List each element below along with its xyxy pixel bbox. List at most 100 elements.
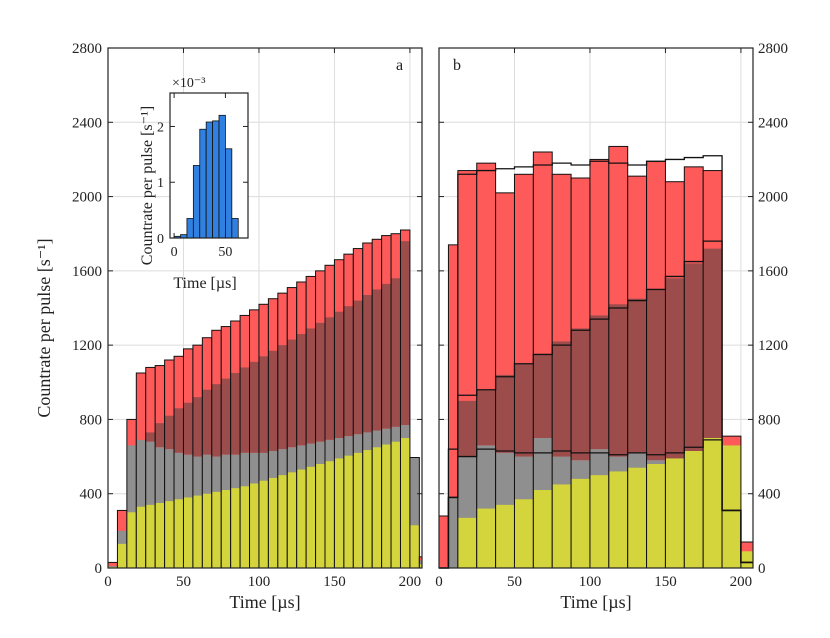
panel-b-outlines [439,155,753,569]
inset-y-tick-label-0: 0 [157,232,164,247]
panel-a-y-axis-label: Countrate per pulse [s⁻¹] [34,238,54,417]
panel-b-outline-lower-line [439,439,753,569]
panel-b-bar-yellow-6 [533,490,553,568]
panel-a-bar-dark-30 [391,278,401,427]
panel-a-bar-dark-15 [249,361,259,453]
panel-b-x-tick-label-1: 50 [507,574,522,590]
panel-a-y-tick-label-7: 2800 [72,41,102,57]
panel-b-bar-yellow-3 [476,508,496,568]
panel-b-bar-dark-15 [703,248,723,457]
inset-frame [169,92,249,239]
panel-a-x-tick-label-1: 50 [176,574,191,590]
panel-a-bar-dark-9 [192,397,203,457]
panel-b-bar-dark-13 [665,278,685,464]
panel-a-x-tick-label-2: 100 [248,574,271,590]
panel-b-y-tick-label-0: 0 [758,561,766,577]
panel-a-bar-yellow-14 [240,486,250,568]
panel-b-bar-yellow-15 [703,438,723,568]
panel-a-bar-yellow-3 [136,506,146,568]
panel-b-bar-yellow-8 [571,478,590,568]
panel-a-x-tick-label-4: 200 [399,574,422,590]
inset-x-axis-label: Time [µs] [173,275,236,292]
panel-b-y-tick-label-5: 2000 [758,190,788,206]
panel-a-bar-dark-17 [268,350,278,451]
panel-a-bar-dark-4 [145,432,156,442]
inset-y-multiplier: ×10⁻³ [172,76,205,91]
panel-b-outline-mid-line [439,240,753,569]
panel-a-bar-dark-5 [155,423,165,448]
panel-a-bar-dark-29 [381,283,392,429]
inset-bar-8 [225,148,233,239]
panel-a-bar-yellow-22 [315,464,326,568]
panel-b-bar-dark-10 [608,304,628,457]
panel-b-bar-dark-5 [514,363,534,457]
panel-a-letter: a [396,57,403,74]
panel-a-y-tick-label-3: 1200 [72,338,102,354]
panel-a-bars [107,229,423,569]
panel-a-bar-yellow-21 [306,466,316,568]
panel-a-bar-yellow-26 [353,452,363,568]
panel-a-bar-yellow-33 [419,564,422,568]
panel-a-bar-dark-19 [287,339,297,448]
panel-b-bar-red-1 [448,244,458,568]
panel-a-bar-yellow-24 [334,458,344,568]
panel-b-bar-yellow-7 [552,484,572,568]
panel-a-bar-dark-27 [362,295,373,433]
panel-b-bar-dark-3 [476,389,496,446]
panel-a-bar-yellow-20 [296,469,307,568]
panel-a-bar-yellow-25 [343,455,354,568]
panel-b-bar-dark-8 [571,328,590,461]
panel-a-bar-yellow-2 [126,512,137,568]
panel-a-bar-dark-12 [221,378,231,455]
panel-b-bar-yellow-2 [457,517,477,568]
panel-a-bar-yellow-16 [258,480,269,568]
panel-b-bar-yellow-11 [627,467,647,568]
panel-b-x-tick-label-3: 150 [654,574,677,590]
panel-a-bar-dark-21 [306,328,316,444]
panel-b-x-tick-label-4: 200 [730,574,753,590]
inset-bar-2 [186,218,194,239]
panel-b-y-tick-label-2: 800 [758,412,781,428]
panel-a-y-tick-label-4: 1600 [72,264,102,280]
panel-b-bars [438,145,754,569]
panel-b-y-tick-label-7: 2800 [758,41,788,57]
inset-bar-5 [205,121,213,239]
panel-a-bar-dark-23 [325,317,335,440]
inset-y-tick-label-1: 1 [157,176,164,191]
panel-a-bar-yellow-30 [391,441,401,568]
panel-a-bar-dark-14 [240,367,250,453]
panel-a-x-tick-label-3: 150 [323,574,346,590]
inset-histogram: 0 50 0 1 2 ×10⁻³ Time [µs] Countrate per pul… [139,76,249,292]
inset-y-axis-label: Countrate per pulse [s⁻¹] [139,106,156,265]
panel-b-x-tick-label-2: 100 [579,574,602,590]
panel-b-bar-yellow-4 [495,504,515,568]
panel-a-bar-yellow-28 [372,447,382,568]
panel-a: 0 50 100 150 200040080012001600200024002800 … [34,41,423,612]
panel-b-outline-upper-line [439,155,753,569]
inset-bar-6 [212,120,220,239]
panel-a-bar-yellow-15 [249,483,259,568]
panel-a-bar-dark-16 [258,356,269,453]
panel-b: 0 50 100 150 200040080012001600200024002800 … [435,41,788,612]
panel-a-bar-yellow-9 [192,495,203,568]
panel-a-frame [107,47,423,569]
panel-a-bar-dark-11 [211,384,222,457]
panel-b-bar-yellow-16 [722,445,741,568]
inset-ticks: 0 50 0 1 2 [157,93,248,260]
panel-b-y-tick-label-1: 400 [758,487,781,503]
inset-bar-3 [192,165,201,239]
panel-a-bar-dark-26 [353,300,363,435]
panel-a-bar-yellow-8 [183,497,193,568]
panel-a-y-tick-label-2: 800 [80,412,103,428]
panel-a-bar-dark-7 [174,408,184,453]
panel-b-bar-dark-2 [457,400,477,457]
panel-b-y-tick-label-3: 1200 [758,338,788,354]
panel-a-bar-dark-25 [343,306,354,437]
panel-a-bar-gray-3 [136,439,146,568]
panel-a-bar-dark-10 [202,389,212,455]
inset-y-tick-label-2: 2 [157,120,164,135]
panel-a-y-tick-label-0: 0 [95,561,103,577]
panel-b-bar-dark-4 [495,374,515,453]
